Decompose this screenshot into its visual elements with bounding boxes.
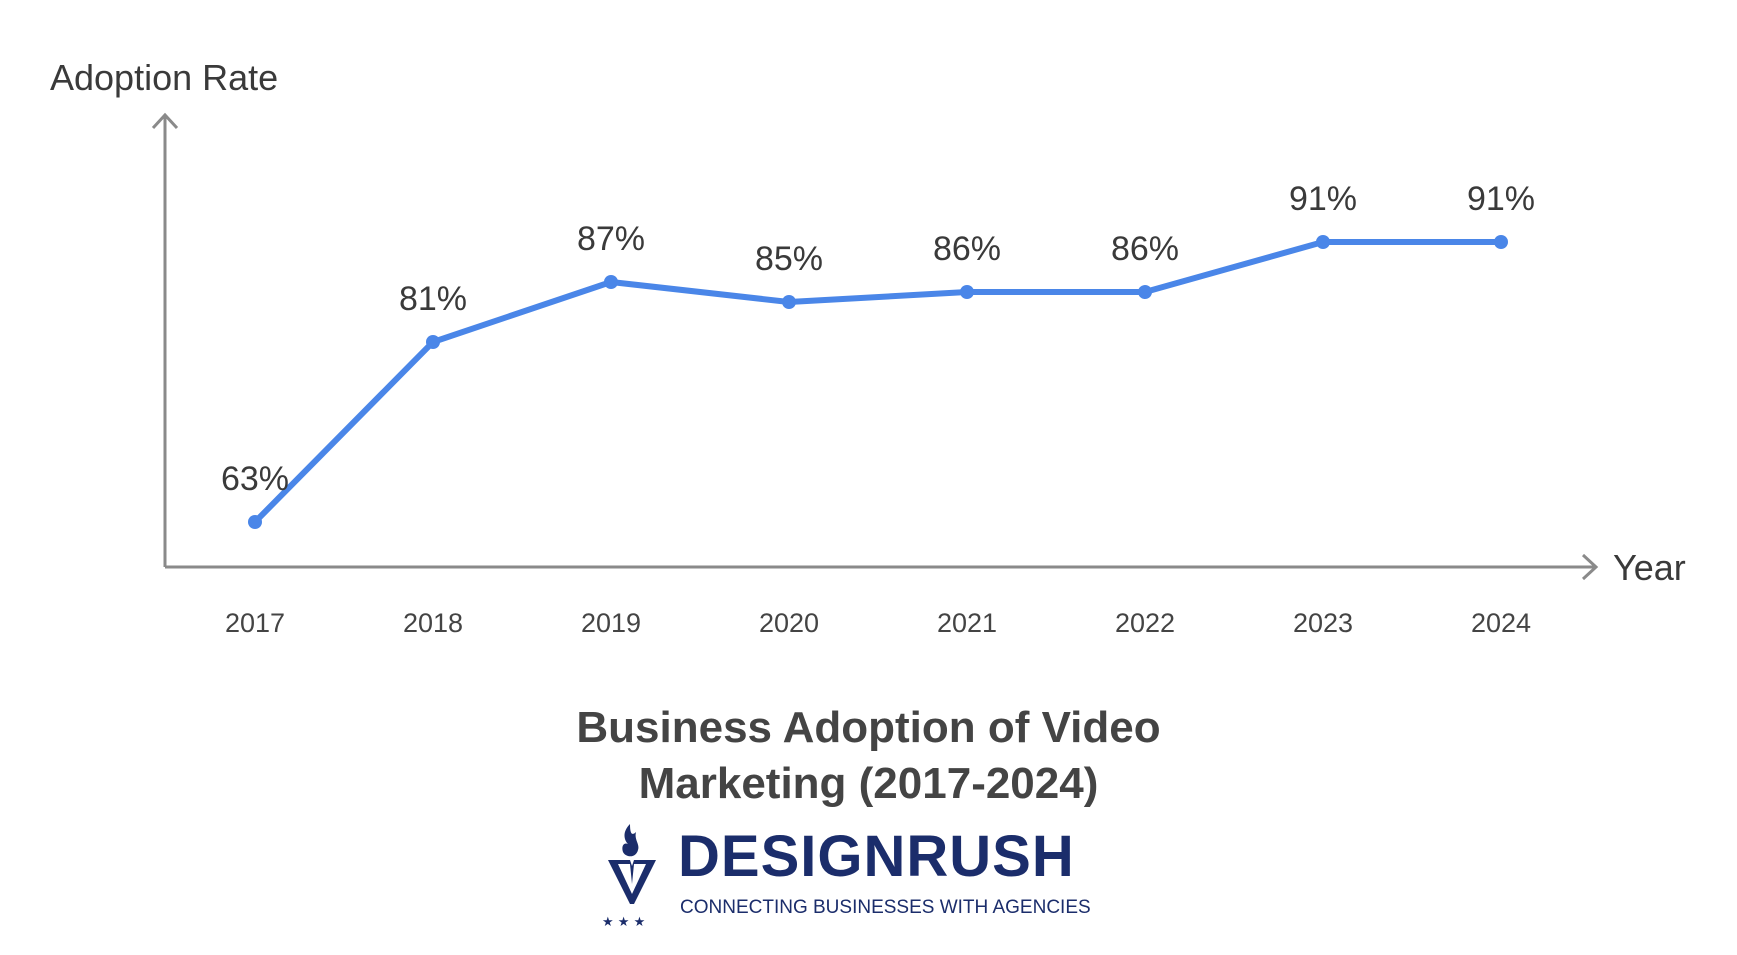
x-tick-label-2021: 2021 xyxy=(937,608,997,638)
x-tick-label-2018: 2018 xyxy=(403,608,463,638)
data-point-2017 xyxy=(248,515,262,529)
data-label-2019: 87% xyxy=(577,220,645,258)
x-tick-label-2024: 2024 xyxy=(1471,608,1531,638)
data-point-2019 xyxy=(604,275,618,289)
brand-tagline: CONNECTING BUSINESSES WITH AGENCIES xyxy=(680,897,1091,918)
brand-logo: ★ ★ ★ DESIGNRUSH CONNECTING BUSINESSES W… xyxy=(600,822,1120,932)
data-point-2018 xyxy=(426,335,440,349)
designrush-logo-icon: ★ ★ ★ xyxy=(602,824,656,930)
data-label-2022: 86% xyxy=(1111,230,1179,268)
chart-title-line-2: Marketing (2017-2024) xyxy=(638,759,1099,808)
data-label-2020: 85% xyxy=(755,240,823,278)
x-tick-label-2023: 2023 xyxy=(1293,608,1353,638)
svg-text:★ ★ ★: ★ ★ ★ xyxy=(602,915,645,930)
data-label-2024: 91% xyxy=(1467,180,1535,218)
x-tick-label-2019: 2019 xyxy=(581,608,641,638)
data-point-2020 xyxy=(782,295,796,309)
x-axis-arrow xyxy=(1581,553,1599,581)
data-label-2017: 63% xyxy=(221,460,289,498)
series-line xyxy=(252,239,1504,525)
data-point-2022 xyxy=(1138,285,1152,299)
x-tick-label-2020: 2020 xyxy=(759,608,819,638)
x-tick-label-2022: 2022 xyxy=(1115,608,1175,638)
x-tick-label-2017: 2017 xyxy=(225,608,285,638)
data-label-2023: 91% xyxy=(1289,180,1357,218)
data-point-2023 xyxy=(1316,235,1330,249)
data-point-2024 xyxy=(1494,235,1508,249)
data-point-2021 xyxy=(960,285,974,299)
y-axis-title: Adoption Rate xyxy=(50,57,278,98)
x-axis-title: Year xyxy=(1613,547,1686,588)
x-tick-labels: 2017 2018 2019 2020 2021 2022 2023 2024 xyxy=(225,608,1531,638)
series-group: 63% 81% 87% 85% 86% 86% 91% 91% xyxy=(221,180,1535,529)
chart-title: Business Adoption of Video Marketing (20… xyxy=(0,700,1737,812)
data-label-2021: 86% xyxy=(933,230,1001,268)
data-label-2018: 81% xyxy=(399,280,467,318)
brand-name: DESIGNRUSH xyxy=(678,824,1075,889)
y-axis-arrow xyxy=(151,112,179,130)
chart-title-line-1: Business Adoption of Video xyxy=(576,703,1161,752)
